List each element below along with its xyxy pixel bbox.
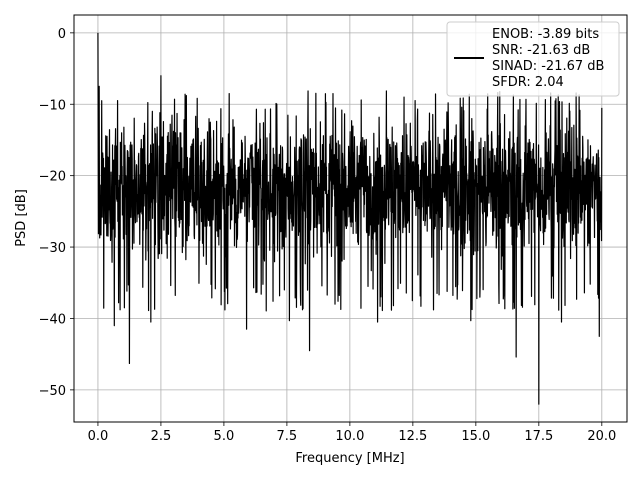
legend-enob: ENOB: -3.89 bits — [492, 27, 599, 42]
x-tick-label: 5.0 — [214, 429, 235, 444]
x-tick-label: 12.5 — [398, 429, 427, 444]
y-tick-label: 0 — [58, 27, 66, 42]
axes-frame — [73, 14, 628, 423]
x-tick-label: 15.0 — [461, 429, 490, 444]
y-tick-label: −10 — [39, 98, 66, 113]
y-axis-label: PSD [dB] — [14, 189, 29, 247]
y-tick-label: −30 — [39, 241, 66, 256]
x-axis-label: Frequency [MHz] — [295, 451, 404, 466]
legend-snr: SNR: -21.63 dB — [492, 43, 590, 58]
legend: ENOB: -3.89 bits SNR: -21.63 dB SINAD: -… — [446, 21, 620, 97]
legend-sfdr: SFDR: 2.04 — [492, 75, 564, 90]
y-tick-label: −40 — [39, 312, 66, 327]
y-tick-label: −50 — [39, 384, 66, 399]
x-axis-ticks: 0.0 2.5 5.0 7.5 10.0 12.5 15.0 17.5 20.0 — [88, 422, 616, 444]
legend-box — [446, 21, 620, 97]
x-tick-label: 2.5 — [151, 429, 172, 444]
plot-area — [97, 32, 603, 405]
psd-series-line — [97, 32, 603, 405]
x-tick-label: 20.0 — [587, 429, 616, 444]
y-axis-ticks: 0 −10 −20 −30 −40 −50 — [39, 27, 74, 399]
x-tick-label: 10.0 — [335, 429, 364, 444]
x-tick-label: 0.0 — [88, 429, 109, 444]
x-tick-label: 7.5 — [277, 429, 298, 444]
y-tick-label: −20 — [39, 170, 66, 185]
legend-sinad: SINAD: -21.67 dB — [492, 59, 604, 74]
x-tick-label: 17.5 — [524, 429, 553, 444]
